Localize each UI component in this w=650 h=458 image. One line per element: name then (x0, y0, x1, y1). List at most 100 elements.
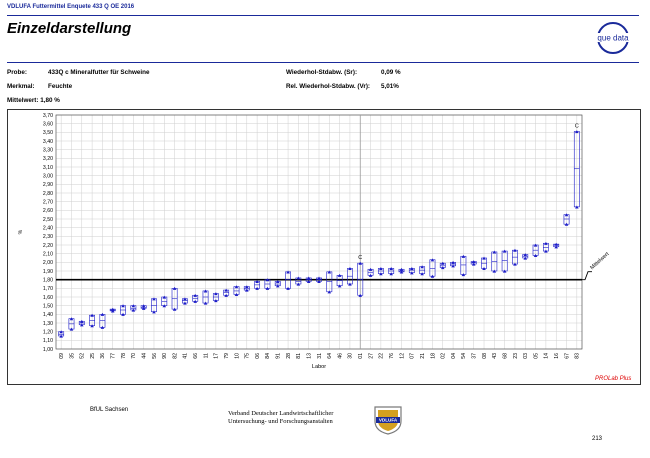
lab-high-marker (492, 250, 497, 254)
x-tick-label: 13 (306, 353, 312, 359)
y-tick-label: 2,30 (43, 234, 53, 240)
lab-high-marker (183, 297, 187, 301)
lab-low-marker (59, 334, 63, 338)
y-tick-label: 1,10 (43, 338, 53, 344)
x-tick-label: 16 (554, 353, 560, 359)
lab-high-marker (533, 243, 538, 247)
lab-low-marker (575, 205, 579, 209)
lab-low-marker (348, 282, 352, 286)
x-tick-label: 83 (575, 353, 581, 359)
mittelwert-label: Mittelwert: (7, 97, 39, 104)
lab-high-marker (379, 267, 383, 270)
x-tick-label: 35 (69, 353, 75, 359)
footer-association-line2: Untersuchung- und Forschungsanstalten (228, 418, 333, 425)
x-tick-label: 91 (276, 353, 282, 359)
lab-low-marker (327, 290, 332, 294)
y-tick-label: 1,80 (43, 277, 53, 283)
lab-high-marker (286, 270, 290, 274)
lab-high-marker (121, 304, 125, 308)
lab-low-marker (482, 267, 486, 270)
y-tick-label: 1,00 (43, 347, 53, 353)
y-tick-label: 3,00 (43, 173, 53, 179)
mean-line-callout (582, 271, 592, 281)
x-tick-label: 22 (379, 353, 385, 359)
y-tick-label: 1,60 (43, 295, 53, 301)
quodata-logo: que data (593, 22, 633, 54)
x-tick-label: 52 (80, 353, 86, 359)
lab-low-marker (306, 280, 311, 283)
y-tick-label: 3,30 (43, 147, 53, 153)
lab-low-marker (183, 301, 187, 305)
report-header-title: VDLUFA Futtermittel Enquete 433 Q OE 201… (7, 4, 135, 10)
y-tick-label: 2,60 (43, 208, 53, 214)
lab-high-marker (554, 242, 559, 246)
lab-low-marker (79, 323, 84, 327)
lab-low-marker (121, 312, 125, 316)
x-tick-label: 82 (172, 353, 178, 359)
lab-low-marker (440, 266, 445, 270)
merkmal-row: Merkmal: Feuchte (7, 83, 72, 90)
lab-high-marker (523, 253, 528, 257)
lab-high-marker (564, 213, 569, 217)
x-tick-label: 36 (100, 353, 106, 359)
x-tick-label: 44 (141, 353, 147, 359)
lab-low-marker (554, 245, 559, 249)
x-tick-label: 11 (203, 353, 209, 358)
x-tick-label: 54 (461, 353, 467, 359)
lab-high-marker (461, 254, 466, 258)
lab-low-marker (564, 222, 569, 226)
y-tick-label: 3,50 (43, 130, 53, 136)
y-tick-label: 2,00 (43, 260, 53, 266)
lab-high-marker (265, 278, 270, 282)
lab-low-marker (162, 304, 167, 308)
vdlufa-logo: VDLUFA (374, 406, 402, 435)
x-tick-label: 09 (59, 353, 65, 359)
y-tick-label: 1,40 (43, 312, 53, 318)
lab-high-marker (234, 285, 239, 289)
lab-low-marker (544, 249, 548, 253)
lab-high-marker (79, 319, 84, 323)
y-tick-label: 3,40 (43, 139, 53, 145)
x-tick-label: 30 (348, 353, 354, 359)
lab-high-marker (59, 330, 63, 334)
lab-low-marker (430, 274, 435, 278)
header-divider-2 (7, 62, 639, 63)
x-tick-label: 31 (317, 353, 323, 359)
x-tick-label: 90 (162, 353, 168, 359)
x-tick-label: 81 (296, 353, 302, 359)
mean-line-label: Mittelwert (589, 251, 611, 271)
y-tick-label: 3,70 (43, 113, 53, 119)
sr-value: 0,09 % (381, 69, 401, 76)
lab-high-marker (502, 249, 507, 253)
lab-high-marker (255, 280, 259, 283)
lab-low-marker (265, 286, 270, 290)
mittelwert-value: 1,80 % (40, 97, 60, 104)
lab-high-marker (214, 292, 218, 296)
lab-high-marker (430, 258, 435, 262)
lab-high-marker (245, 285, 249, 289)
lab-low-marker (69, 327, 74, 331)
y-tick-label: 1,90 (43, 269, 53, 275)
footer-organisation: BfUL Sachsen (90, 407, 129, 413)
lab-low-marker (471, 262, 476, 266)
x-tick-label: 10 (234, 353, 240, 359)
header-divider (7, 15, 639, 16)
lab-high-marker (193, 293, 198, 297)
lab-low-marker (131, 308, 136, 312)
logo-text: que data (597, 34, 629, 43)
x-tick-label: 03 (523, 353, 529, 359)
footer-association: Verband Deutscher Landwirtschaftlicher U… (228, 410, 333, 426)
lab-low-marker (203, 301, 208, 305)
x-tick-label: 75 (245, 353, 251, 359)
page-number: 213 (592, 436, 603, 442)
x-tick-label: 41 (183, 353, 189, 359)
lab-low-marker (245, 288, 249, 292)
lab-high-marker (368, 267, 373, 271)
lab-low-marker (399, 270, 404, 274)
x-tick-label: 78 (121, 353, 127, 359)
lab-high-marker (358, 261, 363, 265)
lab-low-marker (410, 271, 414, 275)
lab-high-marker (131, 304, 136, 308)
lab-high-marker (141, 304, 146, 308)
